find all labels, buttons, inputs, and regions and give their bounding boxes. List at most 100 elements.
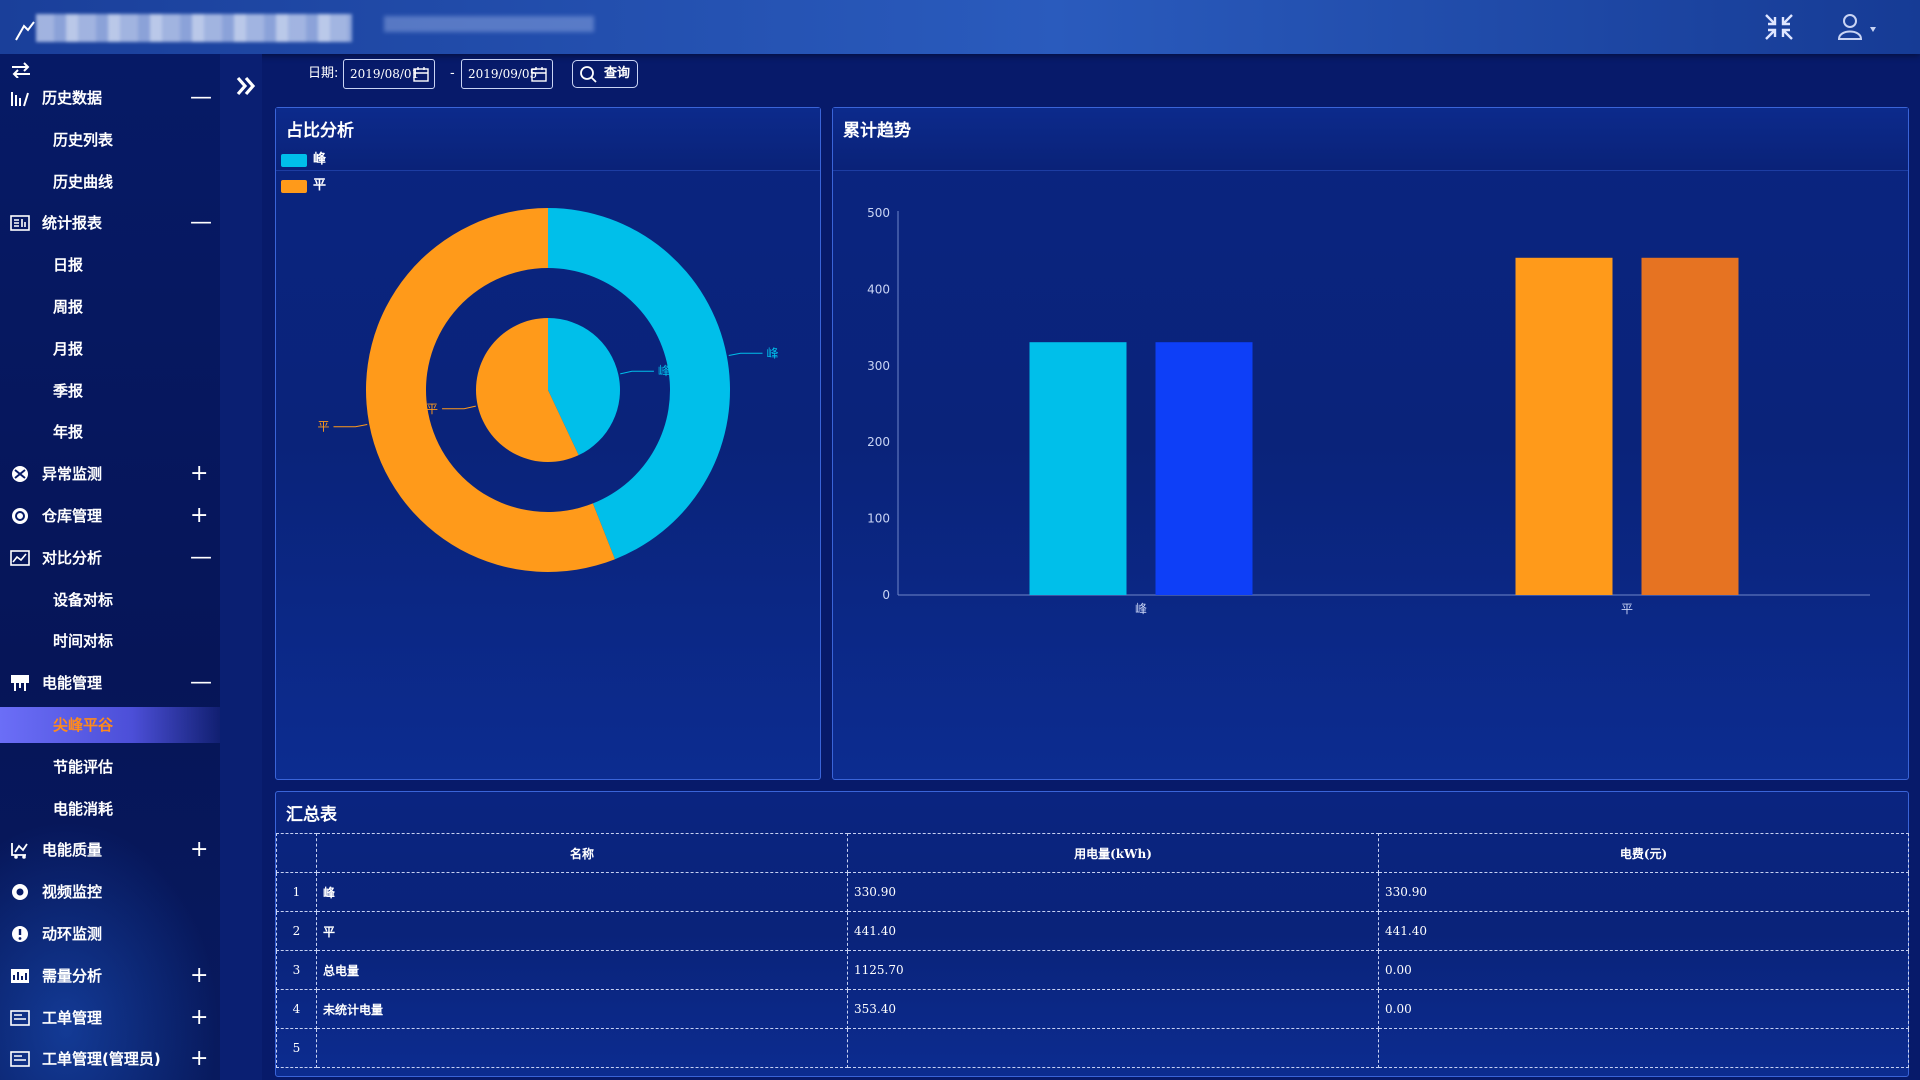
row-cost: 0.00 (1378, 950, 1909, 990)
sidebar-item-11[interactable]: 对比分析 — (0, 540, 220, 576)
start-date-input[interactable]: 2019/08/01 (343, 59, 435, 89)
switch-menu-icon[interactable] (10, 62, 32, 78)
anomaly-monitor-icon (12, 466, 28, 483)
expand-toggle[interactable]: + (190, 837, 209, 863)
date-separator: - (450, 66, 455, 81)
app-logo[interactable] (14, 10, 354, 44)
sidebar-item-20[interactable]: 动环监测 (0, 916, 220, 952)
bar-1-1[interactable] (1641, 257, 1739, 595)
row-index: 4 (276, 989, 317, 1029)
sidebar-subitem-2[interactable]: 历史曲线 (0, 164, 220, 200)
sidebar-item-19[interactable]: 视频监控 (0, 874, 220, 910)
expand-toggle[interactable]: + (190, 962, 209, 988)
sidebar-subitem-label: 日报 (53, 256, 84, 275)
sidebar-subitem-16[interactable]: 节能评估 (0, 749, 220, 785)
inner-ring-slice-0[interactable] (548, 318, 620, 456)
x-tick-label: 平 (1621, 602, 1633, 616)
summary-table: 名称 用电量(kWh) 电费(元) 1 峰 330.90 330.90 2 平 441.40… (276, 833, 1909, 1068)
collapse-toggle[interactable]: — (190, 85, 212, 110)
demand-analysis-icon (11, 968, 29, 983)
collapse-toggle[interactable]: — (190, 544, 212, 570)
sidebar-item-21[interactable]: 需量分析 + (0, 958, 220, 994)
top-bar (0, 0, 1920, 54)
sidebar-item-14[interactable]: 电能管理 — (0, 665, 220, 701)
table-row: 2 平 441.40 441.40 (276, 911, 1909, 951)
row-cost: 441.40 (1378, 911, 1909, 951)
sidebar-subitem-4[interactable]: 日报 (0, 247, 220, 283)
inner-ring-label-1: 平 (426, 402, 438, 416)
expand-menu-icon[interactable] (235, 76, 257, 96)
sidebar-subitem-7[interactable]: 季报 (0, 373, 220, 409)
table-row: 3 总电量 1125.70 0.00 (276, 950, 1909, 990)
outer-ring-label-line-0 (728, 352, 763, 357)
query-button[interactable]: 查询 (572, 60, 638, 88)
sidebar-subitem-13[interactable]: 时间对标 (0, 623, 220, 659)
outer-ring-label-1: 平 (317, 420, 329, 434)
exit-fullscreen-icon[interactable] (1762, 11, 1796, 43)
expand-toggle[interactable]: + (190, 1046, 209, 1072)
inner-ring-label-line-1 (442, 405, 476, 410)
expand-toggle[interactable]: + (190, 503, 209, 528)
app-title-obscured (36, 14, 352, 42)
expand-toggle[interactable]: + (190, 461, 209, 487)
user-menu-icon[interactable] (1836, 11, 1882, 43)
sidebar-item-label: 仓库管理 (42, 507, 103, 525)
sidebar-subitem-17[interactable]: 电能消耗 (0, 791, 220, 827)
sidebar-item-3[interactable]: 统计报表 — (0, 205, 220, 241)
y-tick-label: 200 (867, 435, 890, 449)
sidebar (0, 54, 220, 1080)
column-header-cost: 电费(元) (1378, 833, 1909, 873)
sidebar-item-9[interactable]: 异常监测 + (0, 456, 220, 492)
work-order-admin-icon (10, 1051, 30, 1068)
sidebar-subitem-5[interactable]: 周报 (0, 289, 220, 325)
end-date-input[interactable]: 2019/09/05 (461, 59, 553, 89)
sidebar-item-22[interactable]: 工单管理 + (0, 1000, 220, 1036)
sidebar-item-label: 电能管理 (42, 674, 103, 693)
sidebar-subitem-label: 周报 (53, 298, 84, 316)
outer-ring-label-line-1 (333, 423, 368, 428)
sidebar-subitem-label: 月报 (53, 339, 84, 358)
sidebar-item-10[interactable]: 仓库管理 + (0, 498, 220, 534)
collapse-toggle[interactable]: — (190, 210, 212, 236)
date-label: 日期: (308, 66, 339, 81)
calendar-icon[interactable] (531, 66, 547, 82)
calendar-icon[interactable] (413, 66, 429, 82)
sidebar-item-label: 动环监测 (42, 925, 103, 943)
sidebar-subitem-label: 历史曲线 (53, 172, 114, 191)
sidebar-decoration (0, 820, 220, 1080)
sidebar-subitem-12[interactable]: 设备对标 (0, 582, 220, 618)
warehouse-icon (12, 508, 28, 524)
bar-0-1[interactable] (1155, 342, 1253, 595)
bar-1-0[interactable] (1515, 257, 1613, 595)
row-usage (847, 1028, 1379, 1068)
sidebar-subitem-6[interactable]: 月报 (0, 331, 220, 367)
outer-ring-slice-1[interactable] (365, 208, 615, 572)
outer-ring-slice-0[interactable] (548, 208, 730, 560)
y-tick-label: 400 (867, 282, 890, 296)
collapse-strip (220, 54, 262, 1080)
y-tick-label: 300 (867, 359, 890, 373)
collapse-toggle[interactable]: — (190, 670, 212, 696)
row-usage: 353.40 (847, 989, 1379, 1029)
sidebar-subitem-label: 季报 (53, 381, 84, 400)
expand-toggle[interactable]: + (190, 1004, 209, 1030)
sidebar-subitem-1[interactable]: 历史列表 (0, 122, 220, 158)
row-usage: 441.40 (847, 911, 1379, 951)
legend-swatch (281, 154, 307, 167)
sidebar-subitem-15[interactable]: 尖峰平谷 (0, 707, 220, 743)
sidebar-item-label: 历史数据 (42, 89, 103, 107)
row-usage: 330.90 (847, 872, 1379, 912)
panel-title: 累计趋势 (843, 121, 911, 141)
sidebar-item-23[interactable]: 工单管理(管理员) + (0, 1041, 220, 1077)
panel-header (833, 108, 1908, 171)
sidebar-item-18[interactable]: 电能质量 + (0, 832, 220, 868)
sidebar-subitem-8[interactable]: 年报 (0, 414, 220, 450)
sidebar-item-label: 统计报表 (42, 214, 103, 233)
outer-ring-label-0: 峰 (767, 346, 779, 360)
legend-swatch (281, 180, 307, 193)
inner-ring-slice-1[interactable] (475, 318, 579, 463)
bar-0-0[interactable] (1029, 342, 1127, 595)
panel-title: 占比分析 (286, 121, 354, 141)
sidebar-item-0[interactable]: 历史数据 — (0, 80, 220, 116)
inner-ring-label-line-0 (620, 370, 654, 375)
